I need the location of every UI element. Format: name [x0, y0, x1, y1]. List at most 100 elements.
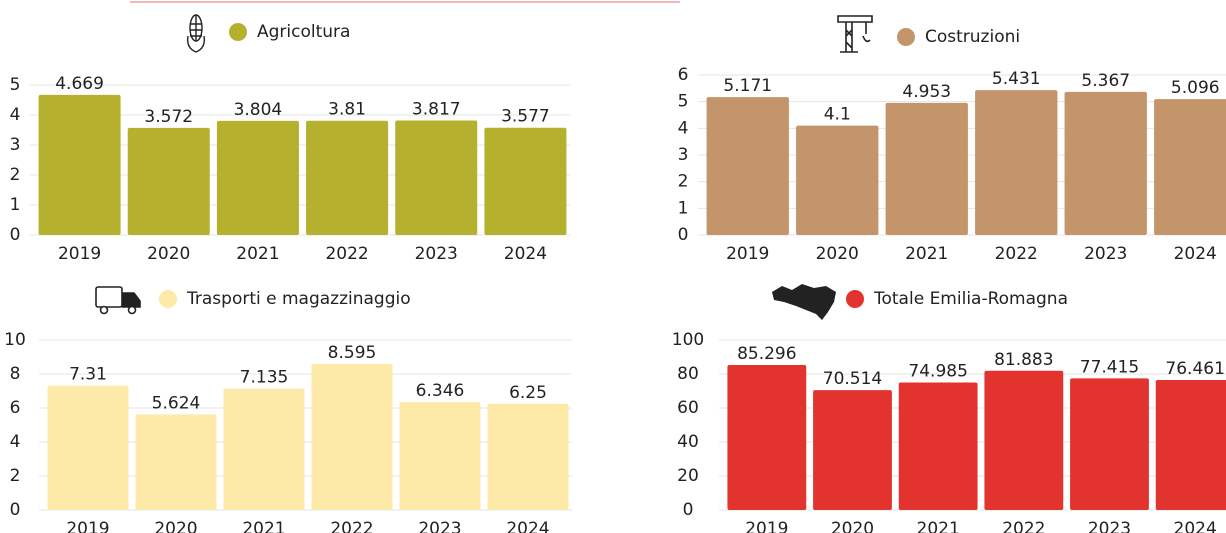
bar-value-label: 5.367 — [1081, 71, 1130, 91]
bar — [1155, 380, 1226, 510]
crane-icon — [837, 15, 873, 53]
y-tick-label: 4 — [10, 105, 21, 125]
bar-value-label: 6.25 — [509, 383, 547, 403]
x-tick-label: 2023 — [1088, 519, 1131, 533]
x-tick-label: 2024 — [506, 519, 549, 533]
corn-icon — [186, 14, 206, 53]
y-tick-label: 100 — [672, 330, 704, 350]
y-tick-label: 8 — [10, 364, 21, 384]
bar-value-label: 74.985 — [908, 362, 967, 382]
y-tick-label: 0 — [678, 225, 689, 245]
x-tick-label: 2022 — [995, 244, 1038, 264]
bar-value-label: 3.804 — [234, 100, 283, 120]
bar-value-label: 5.096 — [1171, 78, 1220, 98]
x-tick-label: 2019 — [66, 519, 109, 533]
bar-value-label: 5.171 — [723, 76, 772, 96]
x-tick-label: 2022 — [330, 519, 373, 533]
legend-swatch — [846, 290, 864, 308]
bar-value-label: 3.81 — [328, 100, 366, 120]
bar — [796, 125, 879, 235]
y-tick-label: 5 — [10, 75, 21, 95]
bar — [127, 127, 210, 235]
x-tick-label: 2019 — [745, 519, 788, 533]
bar — [1064, 91, 1147, 235]
y-tick-label: 4 — [678, 118, 689, 138]
x-tick-label: 2022 — [1002, 519, 1045, 533]
bar — [306, 120, 389, 235]
x-tick-label: 2020 — [816, 244, 859, 264]
x-tick-label: 2023 — [415, 244, 458, 264]
legend-swatch — [897, 28, 915, 46]
bar-value-label: 4.953 — [902, 82, 951, 102]
bar — [885, 102, 968, 235]
bar — [1070, 378, 1149, 510]
bar — [223, 388, 305, 510]
bar-value-label: 70.514 — [823, 369, 882, 389]
bar-value-label: 7.31 — [69, 365, 107, 385]
bar-value-label: 6.346 — [416, 381, 465, 401]
bar — [399, 402, 481, 510]
bar-value-label: 3.817 — [412, 99, 461, 119]
y-tick-label: 3 — [678, 145, 689, 165]
bar — [311, 363, 393, 510]
y-tick-label: 0 — [10, 225, 21, 245]
bar — [727, 364, 807, 510]
y-tick-label: 6 — [678, 65, 689, 85]
bar-value-label: 8.595 — [328, 343, 377, 363]
bar-value-label: 7.135 — [240, 368, 289, 388]
legend-label: Agricoltura — [257, 22, 350, 42]
y-tick-label: 1 — [678, 198, 689, 218]
bar-value-label: 3.577 — [501, 107, 550, 127]
bar-value-label: 77.415 — [1080, 357, 1139, 377]
truck-icon — [95, 286, 141, 315]
bar — [484, 127, 567, 235]
y-tick-label: 2 — [10, 165, 21, 185]
bar — [216, 120, 299, 235]
y-tick-label: 3 — [10, 135, 21, 155]
bar — [135, 414, 217, 510]
y-tick-label: 2 — [678, 172, 689, 192]
bar — [487, 403, 569, 510]
bar — [813, 390, 892, 510]
legend-label: Trasporti e magazzinaggio — [186, 289, 411, 309]
bar — [898, 382, 978, 510]
x-tick-label: 2019 — [726, 244, 769, 264]
y-tick-label: 10 — [4, 330, 26, 350]
bar-value-label: 85.296 — [737, 344, 796, 364]
bar-value-label: 5.624 — [152, 393, 201, 413]
bar-value-label: 4.669 — [55, 74, 104, 94]
region-map-icon — [772, 284, 836, 320]
y-tick-label: 2 — [10, 466, 21, 486]
bar — [1154, 99, 1226, 235]
bar-value-label: 4.1 — [824, 105, 851, 125]
legend-swatch — [159, 290, 177, 308]
x-tick-label: 2023 — [418, 519, 461, 533]
bar — [706, 97, 789, 236]
x-tick-label: 2020 — [831, 519, 874, 533]
x-tick-label: 2022 — [325, 244, 368, 264]
x-tick-label: 2021 — [236, 244, 279, 264]
bar — [395, 120, 478, 235]
x-tick-label: 2021 — [905, 244, 948, 264]
legend-label: Totale Emilia-Romagna — [873, 289, 1068, 309]
x-tick-label: 2021 — [242, 519, 285, 533]
legend-swatch — [229, 23, 247, 41]
bar — [38, 94, 121, 236]
y-tick-label: 4 — [10, 432, 21, 452]
legend-label: Costruzioni — [925, 27, 1020, 47]
y-tick-label: 60 — [677, 398, 699, 418]
bar-value-label: 81.883 — [994, 350, 1053, 370]
y-tick-label: 6 — [10, 398, 21, 418]
bar — [984, 370, 1064, 510]
x-tick-label: 2023 — [1084, 244, 1127, 264]
x-tick-label: 2019 — [58, 244, 101, 264]
x-tick-label: 2024 — [504, 244, 547, 264]
y-tick-label: 5 — [678, 92, 689, 112]
x-tick-label: 2020 — [154, 519, 197, 533]
bar-value-label: 3.572 — [144, 107, 193, 127]
bar — [975, 90, 1058, 235]
bar-value-label: 5.431 — [992, 69, 1041, 89]
bar-value-label: 76.461 — [1165, 359, 1224, 379]
x-tick-label: 2024 — [1174, 244, 1217, 264]
